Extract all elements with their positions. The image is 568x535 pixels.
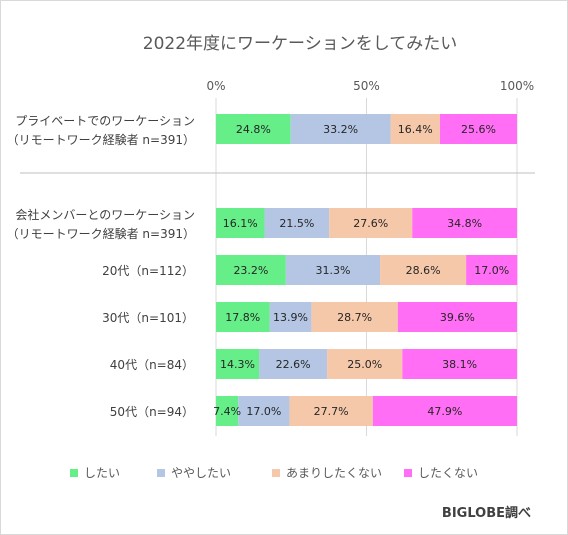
data-label: 39.6% [440, 311, 475, 324]
x-tick-labels: 0% 50% 100% [206, 79, 534, 93]
data-label: 31.3% [315, 264, 350, 277]
bar-segment [311, 302, 398, 332]
data-label: 27.7% [314, 405, 349, 418]
bar-segment [289, 396, 373, 426]
data-label: 16.4% [398, 123, 433, 136]
bar-segment [264, 208, 330, 238]
data-label: 24.8% [236, 123, 271, 136]
category-label: 40代（n=84） [110, 358, 194, 372]
category-labels: プライベートでのワーケーション （リモートワーク経験者 n=391） 会社メンバーと… [7, 114, 195, 419]
category-sublabel: （リモートワーク経験者 n=391） [7, 226, 195, 241]
bar-segment [216, 114, 291, 144]
bar-segment [216, 255, 286, 285]
data-label: 28.7% [337, 311, 372, 324]
data-label: 17.8% [225, 311, 260, 324]
bar-segments [216, 114, 518, 426]
category-label: 50代（n=94） [110, 405, 194, 419]
bar-segment [285, 255, 381, 285]
data-label: 13.9% [273, 311, 308, 324]
bar-segment [390, 114, 440, 144]
data-label: 47.9% [427, 405, 462, 418]
category-label: プライベートでのワーケーション [15, 114, 195, 128]
chart-title: 2022年度にワーケーションをしてみたい [143, 34, 457, 54]
legend-swatch [272, 469, 280, 477]
category-label: 30代（n=101） [102, 311, 194, 325]
bar-segment [216, 302, 270, 332]
category-label: 会社メンバーとのワーケーション [15, 207, 195, 222]
x-tick-label: 50% [353, 79, 380, 93]
data-label: 25.6% [461, 123, 496, 136]
bar-segment [259, 349, 328, 379]
bar-segment [397, 302, 517, 332]
bar-segment [412, 208, 517, 238]
legend-swatch [404, 469, 412, 477]
legend-swatch [157, 469, 165, 477]
data-label: 17.0% [474, 264, 509, 277]
bar-segment [402, 349, 517, 379]
legend-label: したい [84, 466, 120, 480]
data-label: 16.1% [223, 217, 258, 230]
data-label: 23.2% [233, 264, 268, 277]
legend-label: ややしたい [171, 466, 231, 480]
x-tick-label: 0% [206, 79, 225, 93]
bar-segment [466, 255, 518, 285]
data-label: 25.0% [347, 358, 382, 371]
data-label: 22.6% [276, 358, 311, 371]
data-label: 34.8% [447, 217, 482, 230]
data-label: 7.4% [213, 405, 241, 418]
category-label: 20代（n=112） [102, 264, 194, 278]
bar-segment [216, 349, 260, 379]
bar-segment [238, 396, 290, 426]
legend-label: あまりしたくない [286, 466, 382, 480]
bar-segment [439, 114, 517, 144]
source-note: BIGLOBE調べ [442, 505, 531, 521]
legend-swatch [70, 469, 78, 477]
data-labels: 24.8% 33.2% 16.4% 25.6% 16.1% 21.5% 27.6% 34.8%… [213, 123, 509, 418]
bar-segment [269, 302, 312, 332]
bar-segment [290, 114, 391, 144]
data-label: 27.6% [353, 217, 388, 230]
bar-segment [327, 349, 403, 379]
data-label: 33.2% [323, 123, 358, 136]
bar-segment [216, 396, 239, 426]
data-label: 21.5% [279, 217, 314, 230]
bar-segment [329, 208, 413, 238]
bar-segment [380, 255, 467, 285]
data-label: 38.1% [442, 358, 477, 371]
category-sublabel: （リモートワーク経験者 n=391） [7, 132, 195, 147]
data-label: 28.6% [406, 264, 441, 277]
data-label: 14.3% [220, 358, 255, 371]
legend-label: したくない [418, 466, 478, 480]
bar-segment [216, 208, 265, 238]
legend: したい ややしたい あまりしたくない したくない [70, 466, 478, 480]
x-tick-label: 100% [500, 79, 534, 93]
data-label: 17.0% [246, 405, 281, 418]
bar-segment [372, 396, 517, 426]
